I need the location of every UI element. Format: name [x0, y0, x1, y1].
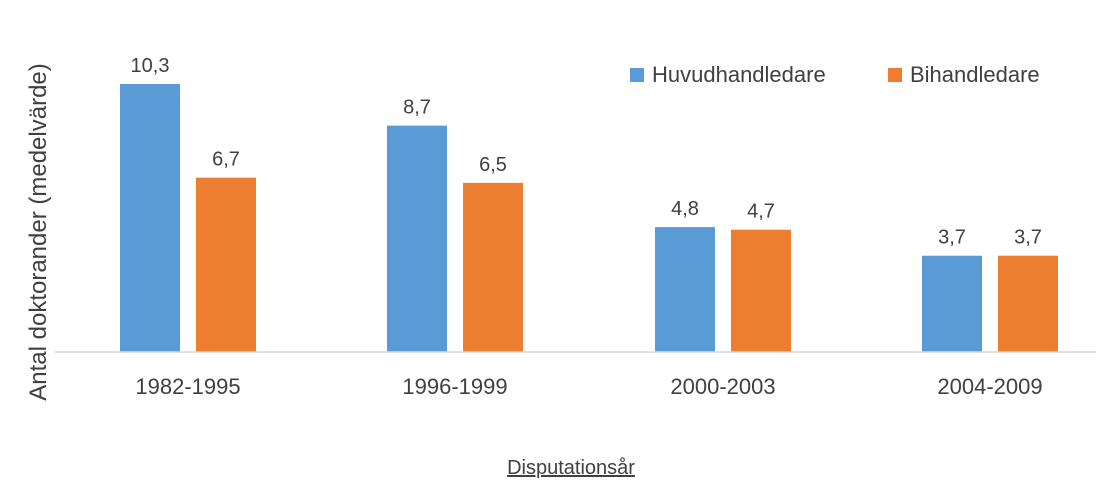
data-label: 10,3	[131, 55, 170, 77]
x-tick-label: 1996-1999	[402, 374, 507, 399]
data-label: 8,7	[403, 97, 431, 119]
bar-huvudhandledare-1	[387, 125, 447, 352]
legend-swatch-bihandledare	[888, 68, 902, 82]
y-axis-title: Antal doktorander (medelvärde)	[25, 63, 52, 401]
legend-label-bihandledare: Bihandledare	[910, 62, 1040, 87]
x-axis-title: Disputationsår	[507, 457, 635, 479]
bar-huvudhandledare-2	[655, 227, 715, 352]
bar-bihandledare-1	[463, 182, 523, 352]
bar-bihandledare-3	[998, 255, 1058, 352]
x-tick-label: 2004-2009	[937, 374, 1042, 399]
data-label: 4,7	[747, 201, 775, 223]
bar-bihandledare-0	[196, 177, 256, 352]
x-tick-label: 2000-2003	[670, 374, 775, 399]
x-tick-label: 1982-1995	[135, 374, 240, 399]
bar-bihandledare-2	[731, 229, 791, 352]
bar-huvudhandledare-3	[922, 255, 982, 352]
data-label: 3,7	[1014, 227, 1042, 249]
legend-label-huvudhandledare: Huvudhandledare	[652, 62, 826, 87]
data-label: 3,7	[938, 227, 966, 249]
data-label: 6,5	[479, 154, 507, 176]
data-label: 6,7	[212, 149, 240, 171]
data-label: 4,8	[671, 198, 699, 220]
bar-huvudhandledare-0	[120, 84, 180, 352]
legend-swatch-huvudhandledare	[630, 68, 644, 82]
